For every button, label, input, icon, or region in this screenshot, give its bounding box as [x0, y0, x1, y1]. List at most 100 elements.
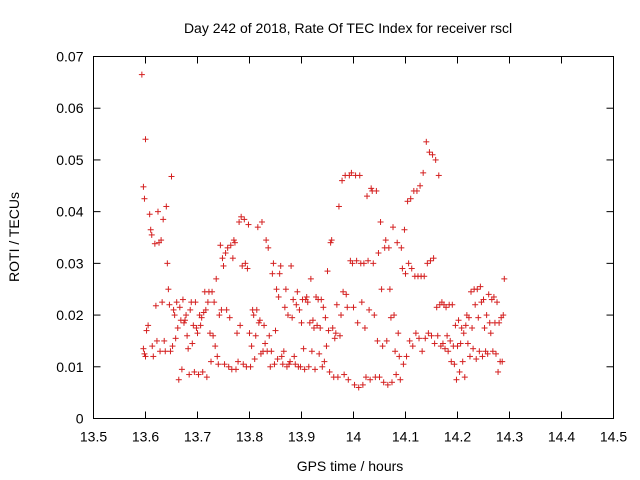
- data-point: [405, 260, 412, 267]
- data-point: [220, 262, 227, 269]
- y-tick-label: 0.03: [56, 255, 83, 271]
- data-point: [448, 358, 455, 365]
- data-point: [244, 265, 251, 272]
- data-point: [304, 299, 311, 306]
- data-point: [231, 239, 238, 246]
- data-point: [423, 138, 430, 145]
- data-point: [245, 221, 252, 228]
- data-point: [401, 226, 408, 233]
- data-point: [480, 296, 487, 303]
- x-tick-label: 14: [346, 429, 362, 445]
- data-point: [322, 314, 329, 321]
- data-point: [374, 337, 381, 344]
- data-point: [449, 301, 456, 308]
- data-point: [496, 319, 503, 326]
- data-point: [324, 268, 331, 275]
- data-point: [290, 296, 297, 303]
- data-point: [148, 231, 155, 238]
- data-point: [365, 257, 372, 264]
- data-point: [320, 304, 327, 311]
- data-point: [429, 151, 436, 158]
- data-point: [267, 363, 274, 370]
- data-point: [457, 340, 464, 347]
- data-point: [222, 250, 229, 257]
- data-point: [332, 330, 339, 337]
- data-point: [221, 361, 228, 368]
- data-point: [193, 325, 200, 331]
- data-point: [182, 317, 189, 324]
- data-point: [169, 343, 176, 350]
- data-point: [212, 343, 219, 350]
- data-point: [380, 379, 387, 386]
- data-point: [211, 299, 218, 306]
- data-point: [336, 332, 343, 339]
- y-axis-label: ROTI / TECUs: [6, 192, 22, 282]
- y-tick-label: 0.07: [56, 49, 83, 65]
- data-point: [349, 260, 356, 267]
- data-point: [161, 337, 168, 344]
- data-point: [427, 257, 434, 264]
- data-point: [175, 376, 182, 383]
- data-point: [253, 306, 260, 313]
- data-point: [371, 312, 378, 319]
- data-point: [153, 337, 160, 344]
- data-point: [214, 353, 221, 360]
- data-point: [470, 345, 477, 352]
- data-point: [392, 348, 399, 355]
- data-point: [261, 322, 268, 329]
- data-point: [291, 353, 298, 360]
- data-point: [210, 332, 217, 339]
- data-point: [159, 299, 166, 306]
- data-point: [483, 312, 490, 319]
- data-point: [284, 312, 291, 319]
- data-point: [367, 376, 374, 383]
- data-point: [361, 325, 368, 331]
- data-point: [439, 340, 446, 347]
- data-point: [391, 312, 398, 319]
- data-point: [319, 363, 326, 370]
- data-point: [234, 330, 241, 337]
- data-point: [276, 270, 283, 277]
- data-point: [403, 353, 410, 360]
- data-point: [305, 363, 312, 370]
- y-tick-label: 0.06: [56, 100, 83, 116]
- data-point: [474, 286, 481, 293]
- data-point: [178, 366, 185, 373]
- data-point: [472, 301, 479, 308]
- data-point: [142, 136, 149, 143]
- data-point: [265, 244, 272, 251]
- data-point: [190, 322, 197, 329]
- data-point: [341, 371, 348, 378]
- data-point: [343, 291, 350, 298]
- data-point: [303, 293, 310, 300]
- data-point: [327, 239, 334, 246]
- data-point: [195, 371, 202, 378]
- data-point: [273, 286, 280, 293]
- data-point: [481, 325, 488, 331]
- data-point: [186, 371, 193, 378]
- data-point: [138, 71, 145, 78]
- data-point: [442, 345, 449, 352]
- data-point: [141, 350, 148, 357]
- data-point: [412, 330, 419, 337]
- data-point: [353, 257, 360, 264]
- data-point: [364, 193, 371, 200]
- data-point: [230, 237, 237, 244]
- data-point: [396, 353, 403, 360]
- x-axis-label: GPS time / hours: [297, 458, 404, 474]
- data-point: [227, 242, 234, 249]
- data-point: [198, 314, 205, 321]
- data-point: [420, 169, 427, 176]
- data-point: [368, 185, 375, 192]
- data-point: [500, 312, 507, 319]
- data-point: [275, 293, 282, 300]
- data-point: [218, 306, 225, 313]
- data-point: [176, 304, 183, 311]
- data-point: [316, 350, 323, 357]
- data-point: [362, 374, 369, 381]
- data-point: [192, 299, 199, 306]
- data-point: [185, 345, 192, 352]
- data-point: [382, 237, 389, 244]
- data-point: [350, 304, 357, 311]
- data-point: [272, 327, 279, 334]
